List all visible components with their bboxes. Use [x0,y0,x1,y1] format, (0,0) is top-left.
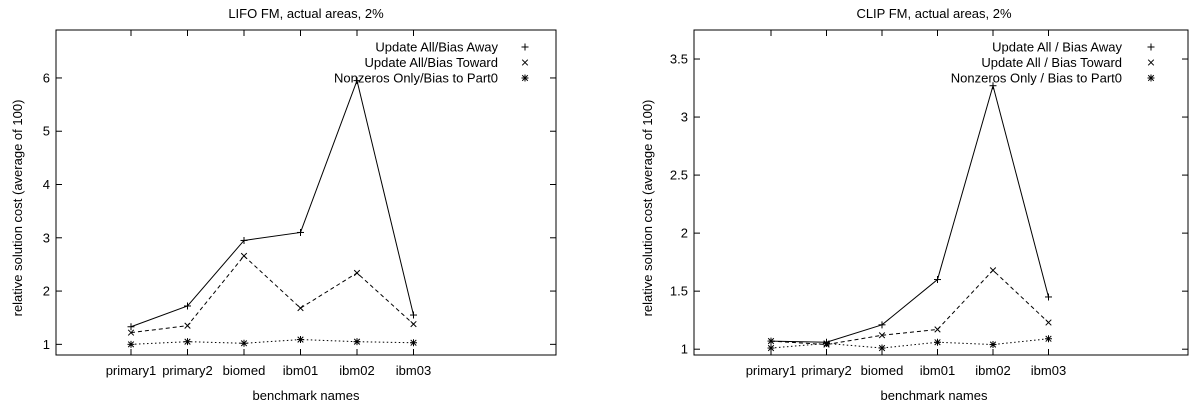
series-layer [767,82,1052,352]
data-point-marker [1045,335,1052,343]
y-tick-label: 3 [43,230,50,245]
x-tick-label: ibm02 [975,363,1010,378]
x-tick-label: ibm02 [339,363,374,378]
x-axis-label: benchmark names [253,388,360,403]
chart-lifo-fm: LIFO FM, actual areas, 2% benchmark name… [10,6,557,403]
data-point-marker [823,339,830,347]
x-axis-label: benchmark names [881,388,988,403]
legend-marker [521,74,529,82]
y-axis-label: relative solution cost (average of 100) [640,100,655,317]
plot-frame [55,29,557,356]
x-tick-label: primary2 [801,363,852,378]
y-tick-label: 5 [43,124,50,139]
series-line-2 [770,269,1049,346]
data-point-marker [240,339,248,347]
data-point-marker [934,326,941,333]
data-point-marker [989,341,997,349]
data-point-marker [989,267,997,274]
chart-title: LIFO FM, actual areas, 2% [228,6,384,21]
data-point-marker [1045,293,1052,301]
x-tick-label: ibm01 [920,363,955,378]
data-point-marker [184,338,191,346]
x-tick-label: primary2 [162,363,213,378]
y-tick-label: 2 [681,226,688,241]
legend-marker [1147,43,1155,51]
data-point-marker [127,329,135,336]
x-axis-ticks: primary1 primary2 biomed ibm01 ibm02 ibm03 [106,30,431,378]
y-axis-ticks: 1 2 3 4 5 6 [43,70,556,352]
y-tick-label: 3 [681,110,688,125]
series-line-2 [130,255,414,334]
data-point-marker [878,321,886,329]
x-axis-ticks: primary1 primary2 biomed ibm01 ibm02 ibm03 [746,30,1066,378]
series-line-1 [770,83,1049,343]
data-point-marker [934,338,941,346]
y-tick-label: 1.5 [670,284,688,299]
y-tick-label: 3.5 [670,52,688,67]
x-tick-label: primary1 [746,363,797,378]
data-point-marker [353,338,361,346]
data-point-marker [297,304,304,312]
legend-label: Update All/Bias Toward [365,55,498,70]
legend-label: Update All/Bias Away [375,40,498,55]
x-tick-label: biomed [223,363,266,378]
legend-label: Update All / Bias Toward [981,55,1122,70]
data-point-marker [767,337,775,345]
data-point-marker [410,339,417,347]
chart-clip-fm: CLIP FM, actual areas, 2% benchmark name… [640,6,1189,403]
series-line-3 [130,339,414,345]
data-point-marker [127,323,135,331]
y-tick-label: 6 [43,70,50,85]
x-tick-label: biomed [861,363,904,378]
series-line-3 [770,338,1049,349]
data-point-marker [297,228,304,236]
data-point-marker [240,252,248,260]
data-point-marker [878,344,886,352]
legend-marker [1147,74,1155,82]
y-tick-label: 2.5 [670,168,688,183]
data-point-marker [184,322,191,329]
chart-title: CLIP FM, actual areas, 2% [856,6,1012,21]
y-tick-label: 2 [43,284,50,299]
legend-label: Nonzeros Only/Bias to Part0 [334,71,498,86]
data-point-marker [240,236,248,244]
data-point-marker [410,311,417,319]
legend-marker [521,59,529,66]
series-line-1 [130,78,414,328]
legend-label: Nonzeros Only / Bias to Part0 [951,71,1122,86]
plot-frame [693,29,1189,356]
data-point-marker [767,344,775,352]
data-point-marker [127,340,135,348]
x-tick-label: ibm01 [283,363,318,378]
y-tick-label: 1 [681,342,688,357]
data-point-marker [934,276,941,284]
x-tick-label: ibm03 [1031,363,1066,378]
series-layer [127,77,417,348]
data-point-marker [353,77,361,85]
y-axis-label: relative solution cost (average of 100) [10,100,25,317]
x-tick-label: primary1 [106,363,157,378]
data-point-marker [184,302,191,310]
data-point-marker [1045,319,1052,326]
y-tick-label: 4 [43,177,50,192]
legend-marker [521,43,529,51]
data-point-marker [410,320,417,328]
data-point-marker [989,82,997,90]
y-axis-ticks: 1 1.5 2 2.5 3 3.5 [670,52,1188,357]
legend-label: Update All / Bias Away [992,40,1122,55]
data-point-marker [878,332,886,339]
data-point-marker [297,336,304,344]
data-point-marker [353,269,361,277]
legend-marker [1147,59,1155,66]
x-tick-label: ibm03 [396,363,431,378]
y-tick-label: 1 [43,337,50,352]
